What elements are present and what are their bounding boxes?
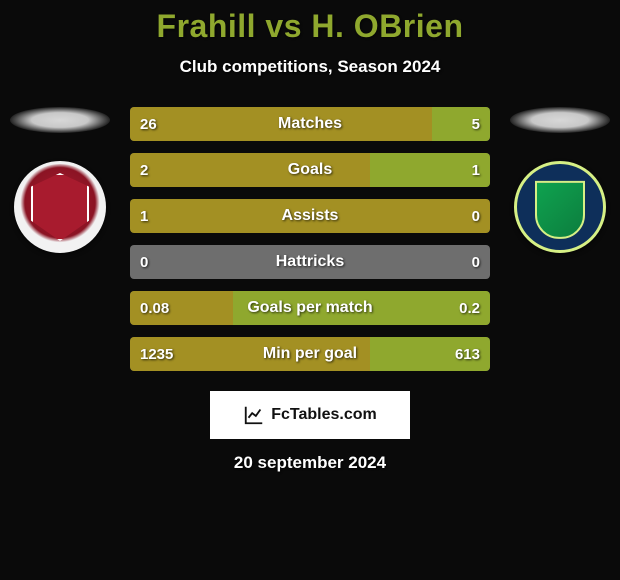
chart-icon [243,404,265,426]
team-right-crest [514,161,606,253]
stat-row: Hattricks00 [130,245,490,279]
date-text: 20 september 2024 [0,453,620,473]
stat-bar-right [370,337,490,371]
stat-bar-left [130,107,432,141]
stat-row: Goals per match0.080.2 [130,291,490,325]
stat-bar-right [370,153,490,187]
content-row: Matches265 Goals21 Assists10 Hattricks00 Goa… [0,107,620,383]
player-slot-right [510,107,610,133]
team-left-crest [14,161,106,253]
team-right-col [510,107,610,253]
player-slot-left [10,107,110,133]
stat-bar-right [432,107,490,141]
stat-bar-left [130,291,233,325]
page-title: Frahill vs H. OBrien [0,8,620,45]
page-subtitle: Club competitions, Season 2024 [0,57,620,77]
stat-bar-left [130,153,370,187]
infographic-root: Frahill vs H. OBrien Club competitions, … [0,0,620,473]
stat-bar-left [130,199,490,233]
stat-bar-right [233,291,490,325]
stat-bar-left [130,337,370,371]
stat-row: Matches265 [130,107,490,141]
brand-text: FcTables.com [271,406,377,424]
team-left-col [10,107,110,253]
stat-row: Min per goal1235613 [130,337,490,371]
brand-badge: FcTables.com [210,391,410,439]
stat-row: Assists10 [130,199,490,233]
stat-bar-empty [130,245,490,279]
stats-panel: Matches265 Goals21 Assists10 Hattricks00 Goa… [130,107,490,383]
stat-row: Goals21 [130,153,490,187]
